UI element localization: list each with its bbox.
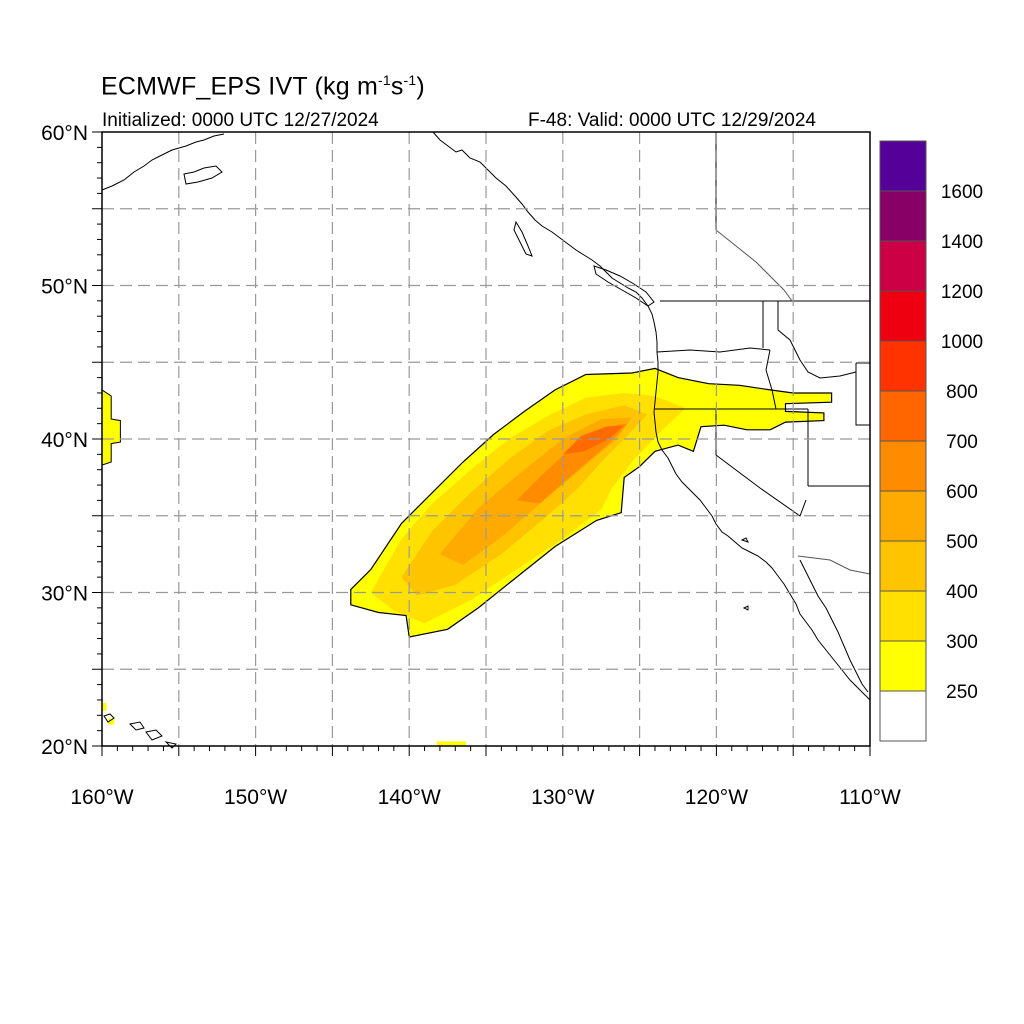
colorbar-swatch bbox=[879, 590, 927, 642]
coastline-hawaii bbox=[103, 713, 178, 749]
colorbar-label: 1200 bbox=[941, 282, 983, 303]
lon-label: 120°W bbox=[685, 786, 748, 809]
political-borders-layer bbox=[655, 132, 871, 575]
lon-label: 110°W bbox=[839, 786, 901, 809]
colorbar-label: 700 bbox=[946, 432, 978, 453]
colorbar-swatch bbox=[879, 690, 927, 742]
figure-title: ECMWF_EPS IVT (kg m-1s-1) bbox=[101, 72, 425, 101]
colorbar-swatch bbox=[879, 290, 927, 342]
init-time-label: Initialized: 0000 UTC 12/27/2024 bbox=[102, 110, 379, 131]
title-close: ) bbox=[416, 72, 425, 101]
colorbar-swatch bbox=[879, 190, 927, 242]
colorbar-swatch bbox=[879, 540, 927, 592]
lat-label: 40°N bbox=[41, 429, 88, 452]
title-text: ECMWF_EPS IVT (kg m bbox=[101, 72, 378, 101]
border-or-id bbox=[765, 349, 777, 410]
lon-label: 160°W bbox=[70, 786, 133, 809]
ivt-fill-layer bbox=[101, 367, 833, 746]
lon-label: 130°W bbox=[531, 786, 594, 809]
colorbar-label: 600 bbox=[946, 482, 978, 503]
colorbar-label: 500 bbox=[946, 532, 978, 553]
colorbar-label: 1000 bbox=[941, 332, 983, 353]
ivt-patch-3 bbox=[108, 718, 115, 725]
colorbar-swatch bbox=[879, 240, 927, 292]
coastline-layer bbox=[101, 131, 871, 749]
coastline-north-america bbox=[432, 131, 871, 701]
map-frame-layer: 60°N 50°N 40°N 30°N 20°N 160°W 150°W 140°W 130°W… bbox=[41, 122, 901, 809]
valid-time-label: F-48: Valid: 0000 UTC 12/29/2024 bbox=[528, 110, 816, 131]
coastline-alaska-islands bbox=[183, 165, 223, 185]
border-us-mexico bbox=[797, 555, 871, 575]
border-wy bbox=[855, 362, 870, 426]
ivt-patch-0 bbox=[101, 388, 121, 466]
ivt-patch-1 bbox=[436, 741, 466, 746]
coastline-channel-islands bbox=[740, 537, 749, 611]
ivt-250-contour bbox=[350, 367, 833, 638]
colorbar-swatch bbox=[879, 390, 927, 442]
colorbar-swatch bbox=[879, 490, 927, 542]
colorbar-swatch bbox=[879, 140, 927, 192]
graticule-layer bbox=[102, 132, 870, 746]
lat-label: 20°N bbox=[41, 736, 88, 759]
colorbar-label: 1600 bbox=[941, 182, 983, 203]
colorbar-label: 250 bbox=[946, 682, 978, 703]
colorbar-swatch bbox=[879, 340, 927, 392]
border-id-mt bbox=[777, 301, 857, 379]
lat-label: 50°N bbox=[41, 276, 88, 299]
ivt-band-700 bbox=[562, 425, 625, 455]
colorbar: 250 300 400 500 600 700 800 1000 1200 1400 1600 bbox=[879, 140, 983, 742]
lon-label: 140°W bbox=[378, 786, 441, 809]
coastline-alaska bbox=[101, 133, 225, 191]
colorbar-label: 400 bbox=[946, 582, 978, 603]
colorbar-label: 800 bbox=[946, 382, 978, 403]
title-exponent-2: -1 bbox=[403, 72, 417, 88]
colorbar-label: 300 bbox=[946, 632, 978, 653]
lat-label: 30°N bbox=[41, 583, 88, 606]
border-bc-alberta bbox=[715, 229, 793, 302]
border-wa-or bbox=[656, 347, 771, 353]
coastline-vancouver-island bbox=[593, 265, 655, 307]
lon-label: 150°W bbox=[224, 786, 287, 809]
coastline-baja bbox=[799, 559, 869, 693]
colorbar-swatch bbox=[879, 640, 927, 692]
ivt-patch-2 bbox=[102, 703, 107, 711]
colorbar-label: 1400 bbox=[941, 232, 983, 253]
colorbar-swatch bbox=[879, 440, 927, 492]
coastline-haida-gwaii bbox=[513, 220, 533, 257]
title-exponent-1: -1 bbox=[377, 72, 391, 88]
lat-label: 60°N bbox=[41, 122, 88, 145]
title-text-seconds: s bbox=[390, 72, 404, 101]
